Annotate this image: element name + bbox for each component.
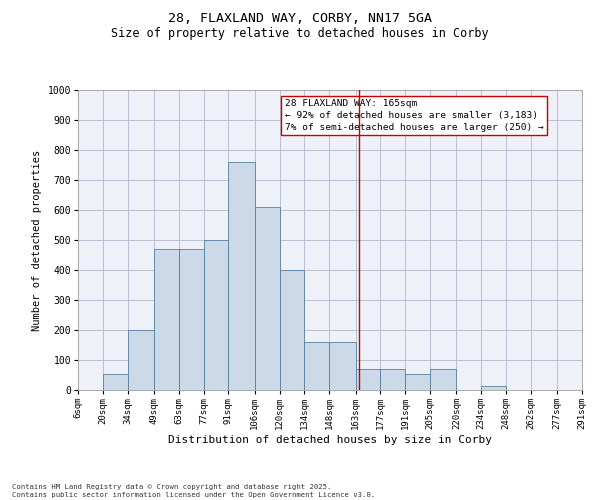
Bar bbox=[356, 369, 380, 390]
Bar bbox=[128, 330, 154, 390]
Bar bbox=[179, 249, 203, 390]
Bar bbox=[481, 386, 506, 390]
Bar bbox=[229, 162, 255, 390]
Bar bbox=[430, 369, 457, 390]
Bar bbox=[255, 207, 280, 390]
Text: Size of property relative to detached houses in Corby: Size of property relative to detached ho… bbox=[111, 28, 489, 40]
Bar bbox=[280, 270, 304, 390]
Text: 28 FLAXLAND WAY: 165sqm
← 92% of detached houses are smaller (3,183)
7% of semi-: 28 FLAXLAND WAY: 165sqm ← 92% of detache… bbox=[284, 99, 544, 132]
Y-axis label: Number of detached properties: Number of detached properties bbox=[32, 150, 42, 330]
X-axis label: Distribution of detached houses by size in Corby: Distribution of detached houses by size … bbox=[168, 434, 492, 445]
Bar bbox=[304, 342, 329, 390]
Bar bbox=[154, 249, 179, 390]
Bar bbox=[405, 374, 430, 390]
Text: 28, FLAXLAND WAY, CORBY, NN17 5GA: 28, FLAXLAND WAY, CORBY, NN17 5GA bbox=[168, 12, 432, 26]
Bar bbox=[380, 369, 405, 390]
Bar bbox=[329, 342, 356, 390]
Bar bbox=[203, 240, 229, 390]
Text: Contains HM Land Registry data © Crown copyright and database right 2025.
Contai: Contains HM Land Registry data © Crown c… bbox=[12, 484, 375, 498]
Bar bbox=[103, 374, 128, 390]
